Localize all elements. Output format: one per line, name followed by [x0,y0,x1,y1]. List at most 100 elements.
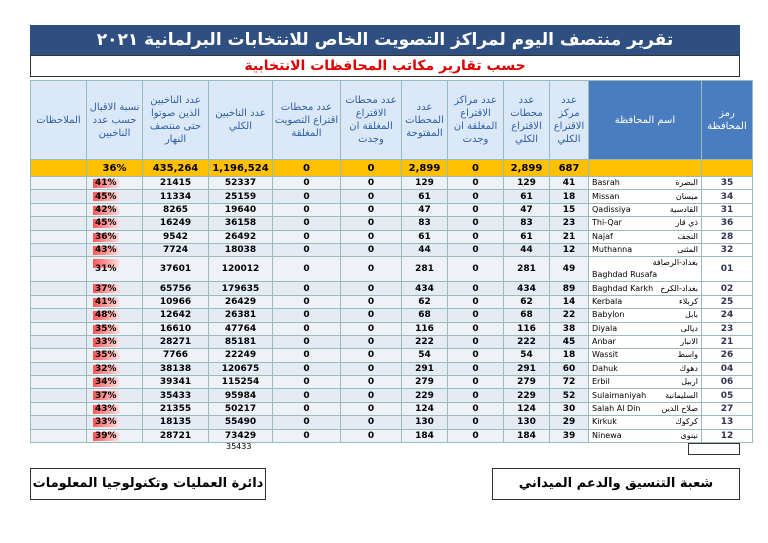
data-row: 05 السليمانية Sulaimaniyah 52 229 0 229 0 0 95984… [30,388,753,403]
number-cell: 62 [503,294,550,310]
code-cell: 24 [701,308,753,323]
number-cell: 35433 [142,388,209,403]
number-cell: 39 [549,428,589,444]
name-en: Sulaimaniyah [592,390,647,400]
number-cell: 0 [272,242,341,258]
percent-bar [93,245,119,255]
notes-cell [30,189,87,204]
number-cell: 25159 [208,189,273,204]
data-row: 27 صلاح الدين Salah Al Din 30 124 0 124 0 0 50217… [30,401,753,417]
data-row: 21 الانبار Anbar 45 222 0 222 0 0 85181 28271 33% [30,334,753,350]
notes-cell [30,388,87,403]
name-ar: كركوك [675,417,698,427]
cell [588,159,702,177]
notes-cell [30,294,87,310]
name-cell: اربيل Erbil [588,375,702,390]
number-cell: 0 [272,175,341,191]
number-cell: 0 [340,294,402,310]
number-cell: 21 [549,229,589,244]
name-cell: صلاح الدين Salah Al Din [588,401,702,417]
number-cell: 0 [447,175,504,191]
cell [701,159,753,177]
name-cell: ميسان Missan [588,189,702,204]
name-ar: دهوك [679,363,698,373]
number-cell: 16249 [142,216,209,231]
title: تقرير منتصف اليوم لمراكز التصويت الخاص ل… [30,25,740,55]
notes-cell [30,281,87,296]
percent-cell: 48% [86,308,143,323]
percent-value: 33% [95,337,117,348]
name-cell: بغداد-الرصافة Baghdad Rusafa [588,256,702,283]
percent-bar [93,431,119,441]
name-cell: واسط Wassit [588,348,702,363]
number-cell: 21355 [142,401,209,417]
data-row: 28 النجف Najaf 21 61 0 61 0 0 26492 9542 36% [30,229,753,244]
notes-cell [30,175,87,191]
number-cell: 12 [549,242,589,258]
percent-cell: 33% [86,334,143,350]
name-ar: ميسان [675,191,698,201]
number-cell: 0 [272,256,341,283]
number-cell: 0 [272,229,341,244]
data-row: 01 بغداد-الرصافة Baghdad Rusafa 49 281 0 281 0 0… [30,256,753,283]
percent-bar [93,179,119,188]
percent-bar [93,391,119,401]
total-cell: 435,264 [142,159,209,177]
column-header: عدد المحطات المفتوحة [401,80,448,160]
number-cell: 222 [503,334,550,350]
percent-bar [93,418,119,428]
data-row: 12 نينوى Ninewa 39 184 0 184 0 0 73429 28721 39% [30,428,753,444]
number-cell: 30 [549,401,589,417]
name-en: Dahuk [592,363,618,373]
number-cell: 52 [549,388,589,403]
number-cell: 0 [340,428,402,444]
name-cell: بغداد-الكرخ Baghdad Karkh [588,281,702,296]
percent-cell: 39% [86,428,143,444]
number-cell: 44 [401,242,448,258]
number-cell: 0 [447,294,504,310]
number-cell: 18 [549,348,589,363]
percent-cell: 41% [86,175,143,191]
percent-bar [93,297,119,307]
number-cell: 47 [401,202,448,218]
percent-bar [93,337,119,347]
percent-cell: 35% [86,348,143,363]
number-cell: 281 [401,256,448,283]
column-header: الملاحظات [30,80,87,160]
number-cell: 0 [340,308,402,323]
number-cell: 12642 [142,308,209,323]
code-cell: 04 [701,361,753,377]
code-cell: 01 [701,256,753,283]
name-cell: ديالى Diyala [588,321,702,336]
percent-cell: 45% [86,189,143,204]
number-cell: 61 [503,229,550,244]
percent-cell: 31% [86,256,143,283]
number-cell: 120012 [208,256,273,283]
name-en: Kirkuk [592,417,617,427]
total-cell: 0 [272,159,341,177]
notes-cell [30,415,87,430]
number-cell: 83 [401,216,448,231]
data-row: 31 القادسية Qadissiya 15 47 0 47 0 0 19640 8265 42% [30,202,753,218]
number-cell: 60 [549,361,589,377]
column-header: عدد الناخبين الذين صوتوا حتى منتصف النها… [142,80,209,160]
header-row: رمز المحافظة اسم المحافظة عدد مركز الاقترا… [30,80,753,160]
name-en: Qadissiya [592,204,631,214]
number-cell: 21415 [142,175,209,191]
number-cell: 279 [401,375,448,390]
number-cell: 434 [503,281,550,296]
number-cell: 0 [447,415,504,430]
number-cell: 0 [447,281,504,296]
number-cell: 279 [503,375,550,390]
name-en: Baghdad Karkh [592,283,654,293]
number-cell: 0 [340,189,402,204]
number-cell: 0 [447,321,504,336]
number-cell: 89 [549,281,589,296]
code-cell: 27 [701,401,753,417]
column-header: رمز المحافظة [701,80,753,160]
number-cell: 0 [340,361,402,377]
name-cell: دهوك Dahuk [588,361,702,377]
percent-cell: 45% [86,216,143,231]
number-cell: 0 [340,415,402,430]
number-cell: 0 [447,361,504,377]
